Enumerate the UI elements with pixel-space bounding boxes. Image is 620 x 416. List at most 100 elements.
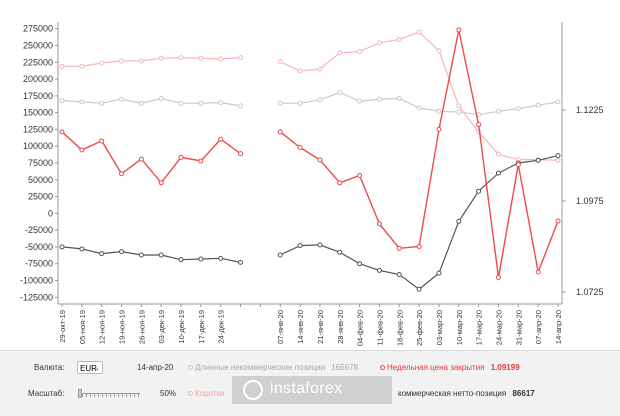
long-label: Длинные некоммерческие позиции: [195, 363, 326, 372]
data-point-short: [218, 56, 224, 62]
data-point-net: [476, 188, 482, 194]
currency-value: EUR: [80, 364, 97, 373]
data-point-short: [317, 66, 323, 72]
close-value: 1.09199: [490, 363, 520, 372]
left-tick-label: 100000: [23, 141, 53, 151]
currency-select[interactable]: EUR ⌄: [77, 361, 103, 374]
long-dot-icon: [188, 365, 193, 371]
series-line-long: [61, 91, 559, 116]
long-value: 165678: [331, 363, 358, 372]
chart-svg: 2750002500002250002000001750001500001250…: [20, 22, 604, 346]
data-point-long: [218, 100, 224, 106]
data-point-long: [238, 103, 244, 109]
data-point-long: [495, 108, 501, 114]
left-tick-label: 275000: [23, 24, 53, 34]
cot-chart: 275000 250000 225000 200000 175000 150000 1250…: [20, 22, 604, 346]
data-point-short: [138, 58, 144, 64]
net-value: 86617: [512, 389, 535, 398]
data-point-net: [178, 257, 184, 263]
data-point-price: [119, 171, 125, 177]
data-point-long: [79, 99, 85, 105]
data-point-long: [317, 97, 323, 103]
data-point-long: [277, 100, 283, 106]
left-tick-label: -75000: [25, 259, 53, 269]
data-point-short: [337, 50, 343, 56]
data-point-long: [297, 100, 303, 106]
x-tick-label: 26-ноя-19: [137, 310, 146, 344]
x-tick-label: 19-ноя-19: [118, 310, 127, 344]
data-point-short: [198, 55, 204, 61]
x-tick-label: 10-мар-20: [455, 310, 464, 345]
data-point-price: [357, 173, 363, 179]
data-point-long: [456, 109, 462, 115]
x-tick-label: 07-янв-20: [276, 310, 285, 344]
left-tick-label: 125000: [23, 124, 53, 134]
chevron-down-icon: ⌄: [94, 365, 100, 372]
data-point-net: [456, 218, 462, 224]
data-point-long: [416, 105, 422, 111]
close-label: Недельная цена закрытия: [387, 363, 485, 372]
data-point-short: [555, 157, 561, 163]
scale-slider-handle[interactable]: [78, 389, 82, 398]
scale-slider-track: [78, 393, 140, 394]
data-point-net: [416, 286, 422, 292]
data-point-net: [357, 261, 363, 267]
left-tick-label: -100000: [20, 276, 53, 286]
data-point-net: [277, 252, 283, 258]
left-tick-label: 50000: [28, 175, 53, 185]
data-point-price: [277, 129, 283, 135]
scale-value: 50%: [160, 389, 177, 398]
x-tick-label: 17-мар-20: [475, 310, 484, 345]
data-point-net: [119, 249, 125, 255]
left-tick-label: 0: [48, 208, 53, 218]
data-point-long: [59, 98, 65, 104]
data-point-long: [138, 100, 144, 106]
x-tick-label: 12-ноя-19: [98, 310, 107, 344]
left-tick-label: 200000: [23, 74, 53, 84]
data-point-net: [297, 243, 303, 249]
left-tick-label: -25000: [25, 225, 53, 235]
data-point-price: [555, 218, 561, 224]
watermark-logo-icon: [243, 380, 263, 400]
date-label: 14-апр-20: [137, 363, 174, 372]
data-point-long: [376, 96, 382, 102]
x-tick-label: 25-фев-20: [415, 310, 424, 346]
x-tick-label: 29-окт-19: [58, 310, 67, 343]
data-point-price: [99, 138, 105, 144]
x-tick-label: 18-фев-20: [395, 310, 404, 346]
data-point-price: [79, 147, 85, 153]
left-tick-label: -125000: [20, 292, 53, 302]
data-point-long: [396, 96, 402, 102]
left-tick-label: 75000: [28, 158, 53, 168]
data-point-net: [59, 244, 65, 250]
data-point-price: [218, 136, 224, 142]
series-line-short: [62, 31, 559, 161]
data-point-short: [495, 151, 501, 157]
data-point-price: [535, 269, 541, 275]
data-point-price: [436, 126, 442, 132]
data-point-price: [158, 180, 164, 186]
data-point-short: [119, 58, 125, 64]
left-tick-label: 175000: [23, 91, 53, 101]
data-point-net: [535, 157, 541, 163]
data-point-net: [376, 267, 382, 273]
data-point-price: [59, 129, 65, 135]
x-tick-label: 24-мар-20: [494, 310, 503, 345]
data-point-short: [59, 63, 65, 69]
x-tick-label: 11-фев-20: [375, 310, 384, 345]
data-point-price: [297, 144, 303, 150]
data-point-price: [476, 122, 482, 128]
x-tick-label: 28-янв-20: [336, 310, 345, 344]
scale-slider-ticks: [78, 394, 140, 397]
data-point-net: [138, 252, 144, 258]
data-point-short: [396, 36, 402, 42]
data-point-short: [297, 68, 303, 74]
data-point-net: [158, 252, 164, 258]
data-point-price: [376, 221, 382, 227]
data-point-long: [555, 99, 561, 105]
x-tick-label: 17-дек-19: [197, 310, 206, 344]
data-point-short: [238, 55, 244, 61]
left-tick-label: -50000: [25, 242, 53, 252]
left-tick-label: 250000: [23, 41, 53, 51]
x-tick-label: 07-апр-20: [534, 310, 543, 344]
